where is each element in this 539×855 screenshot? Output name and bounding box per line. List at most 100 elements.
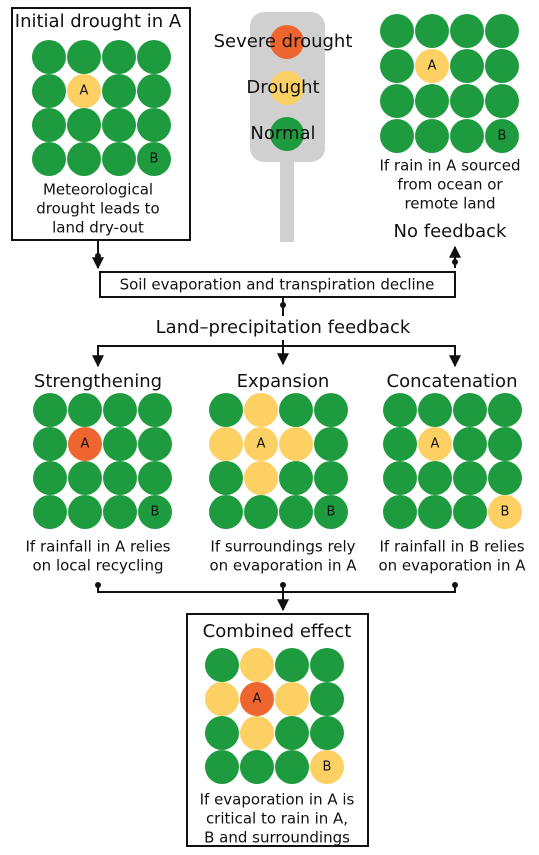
grid-cell: [314, 393, 348, 427]
grid-cell: [310, 648, 344, 682]
grid-cell: [279, 393, 313, 427]
grid-cell: [453, 461, 487, 495]
grid-cell: [209, 427, 243, 461]
grid-cell: [418, 495, 452, 529]
panel-title: Combined effect: [203, 621, 352, 642]
grid-cell: [310, 682, 344, 716]
grid-cell: [488, 393, 522, 427]
caption-line: critical to rain in A,: [206, 810, 348, 828]
grid-cell: [485, 119, 519, 153]
grid-cell: [314, 427, 348, 461]
grid-cell: [209, 393, 243, 427]
light-red: [270, 25, 304, 59]
grid-cell: [205, 716, 239, 750]
grid-cell: [102, 142, 136, 176]
grid-cell: [485, 84, 519, 118]
grid-cell: [103, 461, 137, 495]
grid-cell: [103, 495, 137, 529]
grid-cell: [68, 461, 102, 495]
grid-cell: [67, 108, 101, 142]
grid-cell: [209, 495, 243, 529]
grid-cell: [32, 142, 66, 176]
caption-line: from ocean or: [397, 176, 503, 194]
grid-cell: [380, 84, 414, 118]
grid-cell: [450, 49, 484, 83]
grid-cell: [244, 461, 278, 495]
caption-line: land dry-out: [52, 219, 144, 237]
label-bg: [150, 317, 416, 339]
grid-cell: [450, 119, 484, 153]
cell-label: B: [323, 760, 332, 775]
grid-cell: [310, 750, 344, 784]
grid-cell: [205, 648, 239, 682]
caption-line: If rainfall in B relies: [379, 538, 524, 556]
grid-cell: [415, 119, 449, 153]
grid-cell: [33, 393, 67, 427]
light-green: [270, 117, 304, 151]
grid-cell: [314, 461, 348, 495]
grid-cell: [137, 108, 171, 142]
legend-label: Normal: [250, 123, 315, 144]
grid-cell: [418, 427, 452, 461]
grid-cell: [205, 750, 239, 784]
traffic-pole: [280, 160, 294, 242]
grid-cell: [488, 461, 522, 495]
grid-cell: [240, 750, 274, 784]
cell-label: A: [431, 437, 440, 452]
grid-cell: [450, 84, 484, 118]
grid-cell: [383, 427, 417, 461]
grid-cell: [68, 393, 102, 427]
grid-cell: [485, 14, 519, 48]
legend-label: Severe drought: [214, 31, 353, 52]
dot: [95, 582, 101, 588]
panel-title: Strengthening: [34, 371, 162, 392]
grid-cell: [453, 495, 487, 529]
panel-note: No feedback: [394, 221, 507, 242]
process-step: Soil evaporation and transpiration decli…: [120, 276, 435, 294]
grid-cell: [240, 648, 274, 682]
cell-label: A: [428, 59, 437, 74]
grid-cell: [275, 682, 309, 716]
grid-cell: [240, 682, 274, 716]
caption-line: If evaporation in A is: [200, 791, 355, 809]
grid-cell: [33, 495, 67, 529]
grid-cell: [102, 108, 136, 142]
panel-title: Initial drought in A: [15, 11, 182, 32]
connector: [97, 585, 456, 593]
grid-cell: [68, 427, 102, 461]
caption-line: Meteorological: [43, 181, 153, 199]
caption-line: on evaporation in A: [378, 557, 526, 575]
grid-cell: [103, 393, 137, 427]
grid-cell: [138, 461, 172, 495]
grid-cell: [244, 393, 278, 427]
grid-cell: [102, 74, 136, 108]
light-yellow: [270, 71, 304, 105]
grid-cell: [138, 393, 172, 427]
grid-cell: [138, 495, 172, 529]
feedback-label: Land–precipitation feedback: [156, 317, 411, 338]
dot: [280, 302, 286, 308]
grid-cell: [488, 495, 522, 529]
grid-cell: [383, 461, 417, 495]
grid-cell: [275, 648, 309, 682]
cell-label: A: [253, 692, 262, 707]
grid-cell: [244, 495, 278, 529]
caption-line: If rainfall in A relies: [26, 538, 171, 556]
grid-cell: [380, 49, 414, 83]
grid-cell: [418, 461, 452, 495]
dot: [452, 259, 458, 265]
grid-cell: [240, 716, 274, 750]
grid-cell: [67, 142, 101, 176]
grid-cell: [275, 750, 309, 784]
grid-cell: [205, 682, 239, 716]
caption-line: remote land: [404, 195, 495, 213]
cell-label: B: [327, 505, 336, 520]
grid-cell: [310, 716, 344, 750]
grid-cell: [380, 119, 414, 153]
grid-cell: [383, 495, 417, 529]
grid-cell: [68, 495, 102, 529]
grid-cell: [415, 84, 449, 118]
grid-cell: [453, 427, 487, 461]
grid-cell: [137, 40, 171, 74]
